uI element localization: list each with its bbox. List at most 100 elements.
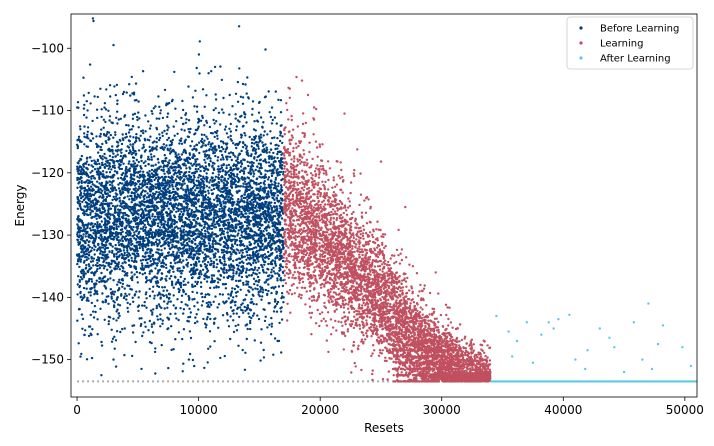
before-learning-point [203, 153, 207, 156]
before-learning-point [168, 230, 172, 233]
before-learning-point [116, 110, 119, 113]
before-learning-point [160, 229, 163, 232]
before-learning-point [208, 148, 211, 151]
before-learning-point [167, 226, 170, 229]
before-learning-point [229, 251, 232, 254]
before-learning-point [204, 144, 207, 147]
before-learning-point [149, 260, 152, 263]
before-learning-point [126, 195, 129, 198]
before-learning-point [96, 158, 100, 161]
before-learning-point [219, 243, 222, 246]
before-learning-point [106, 192, 110, 195]
before-learning-point [238, 261, 241, 265]
before-learning-point [155, 141, 158, 144]
before-learning-point [240, 159, 243, 163]
before-learning-point [276, 194, 279, 197]
before-learning-point [244, 183, 247, 186]
before-learning-point [135, 165, 138, 168]
before-learning-point [193, 284, 197, 288]
before-learning-point [250, 166, 253, 169]
before-learning-point [195, 252, 198, 255]
before-learning-point [245, 280, 248, 283]
before-learning-point [261, 126, 264, 129]
before-learning-point [193, 105, 196, 108]
before-learning-point [204, 161, 207, 164]
before-learning-point [153, 193, 156, 196]
before-learning-point [117, 241, 120, 244]
before-learning-point [156, 158, 160, 161]
before-learning-point [101, 196, 105, 199]
before-learning-point [116, 289, 120, 292]
before-learning-point [202, 175, 205, 178]
before-learning-point [232, 296, 235, 299]
before-learning-point [76, 293, 79, 296]
before-learning-point [257, 317, 261, 321]
before-learning-point [80, 234, 83, 238]
before-learning-point [267, 193, 270, 196]
before-learning-point [268, 157, 271, 160]
before-learning-point [222, 300, 225, 303]
before-learning-point [225, 132, 229, 135]
before-learning-point [205, 119, 208, 123]
before-learning-point [243, 298, 247, 301]
before-learning-point [250, 160, 253, 164]
before-learning-point [262, 348, 265, 352]
before-learning-point [99, 132, 103, 136]
before-learning-point [79, 355, 82, 358]
before-learning-point [246, 304, 250, 307]
before-learning-point [179, 258, 182, 261]
before-learning-point [206, 137, 209, 140]
before-learning-point [147, 120, 150, 123]
before-learning-point [175, 120, 178, 123]
before-learning-point [278, 173, 281, 176]
before-learning-point [246, 160, 249, 163]
before-learning-point [209, 160, 212, 163]
before-learning-point [218, 229, 222, 232]
before-learning-point [222, 158, 225, 161]
before-learning-point [101, 193, 105, 197]
before-learning-point [87, 244, 90, 247]
before-learning-point [233, 301, 236, 304]
before-learning-point [227, 163, 231, 167]
before-learning-point [155, 206, 159, 209]
before-learning-point [240, 265, 243, 269]
before-learning-point [78, 280, 82, 284]
before-learning-point [204, 194, 208, 197]
before-learning-point [203, 105, 206, 109]
before-learning-point [255, 177, 258, 181]
before-learning-point [219, 158, 223, 161]
before-learning-point [268, 111, 271, 114]
before-learning-point [230, 210, 233, 214]
before-learning-point [113, 260, 116, 263]
before-learning-point [104, 300, 107, 304]
before-learning-point [110, 328, 113, 331]
before-learning-point [91, 246, 94, 250]
before-learning-point [144, 179, 147, 182]
before-learning-point [114, 265, 117, 268]
before-learning-point [85, 287, 88, 290]
before-learning-point [120, 173, 124, 176]
before-learning-point [86, 269, 90, 273]
before-learning-point [119, 154, 123, 158]
before-learning-point [188, 131, 191, 134]
before-learning-point [85, 160, 89, 163]
before-learning-point [207, 261, 210, 264]
before-learning-point [252, 312, 256, 315]
before-learning-point [129, 232, 132, 235]
before-learning-point [90, 280, 94, 283]
before-learning-point [184, 283, 187, 286]
before-learning-point [184, 121, 188, 125]
before-learning-point [194, 167, 197, 171]
before-learning-point [279, 184, 283, 187]
before-learning-point [154, 347, 157, 350]
before-learning-point [104, 183, 108, 187]
before-learning-point [238, 152, 242, 156]
before-learning-point [133, 174, 136, 177]
before-learning-point [234, 113, 237, 116]
before-learning-point [241, 248, 244, 252]
before-learning-point [102, 207, 105, 211]
before-learning-point [228, 268, 231, 271]
before-learning-point [154, 372, 157, 375]
before-learning-point [153, 215, 157, 218]
before-learning-point [87, 163, 91, 166]
